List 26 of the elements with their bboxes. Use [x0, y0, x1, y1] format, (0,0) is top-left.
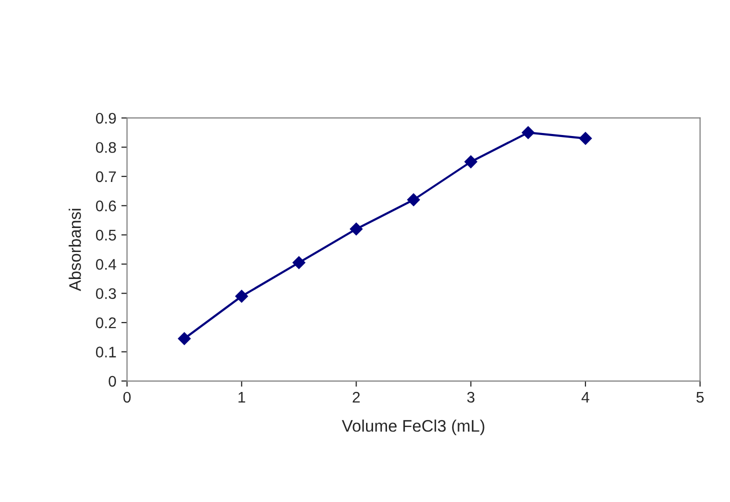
point	[292, 256, 306, 270]
y-tick-label: 0.9	[96, 112, 116, 124]
y-tick-label: 0.4	[96, 258, 116, 270]
point	[522, 126, 535, 139]
y-tick-label: 0.7	[96, 171, 116, 182]
x-tick-label: 1	[238, 392, 246, 403]
y-tick-label: 0.1	[96, 346, 116, 358]
point	[407, 193, 420, 206]
point	[350, 222, 363, 236]
x-tick-label: 3	[467, 392, 474, 403]
x-axis-title: Volume FeCl3 (mL)	[342, 420, 484, 436]
x-tick-label: 5	[696, 392, 704, 403]
y-tick-label: 0.3	[96, 288, 116, 300]
x-tick-label: 4	[582, 392, 590, 403]
y-tick-label: 0.8	[96, 142, 116, 153]
y-tick-label: 0.5	[96, 230, 116, 241]
point	[235, 290, 248, 303]
y-tick-label: 0.2	[96, 317, 116, 328]
y-tick-label: 0.6	[96, 200, 116, 212]
y-axis-title: Absorbansi	[68, 208, 81, 292]
point	[464, 155, 478, 168]
x-tick-label: 2	[352, 392, 360, 403]
point	[579, 132, 592, 145]
point	[178, 332, 191, 346]
x-tick-label: 0	[123, 392, 131, 403]
y-tick-label: 0	[108, 376, 116, 387]
